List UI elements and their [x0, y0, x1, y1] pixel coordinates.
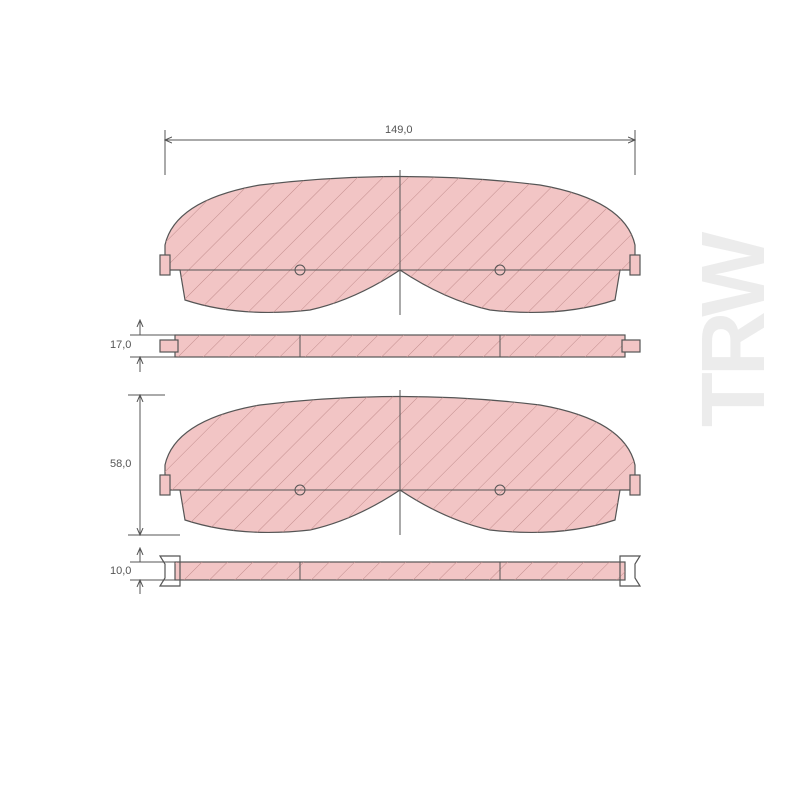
dimension-width	[165, 130, 635, 175]
dimension-plate2	[130, 548, 175, 594]
technical-drawing: TRW	[0, 0, 800, 800]
backing-plate-1	[160, 335, 640, 357]
brake-pad-top	[160, 170, 640, 315]
drawing-svg	[0, 0, 800, 800]
label-plate2: 10,0	[110, 565, 131, 577]
label-width: 149,0	[385, 124, 413, 136]
backing-plate-2	[160, 556, 640, 586]
label-pad-height: 58,0	[110, 458, 131, 470]
label-plate1: 17,0	[110, 339, 131, 351]
brake-pad-bottom	[160, 390, 640, 535]
